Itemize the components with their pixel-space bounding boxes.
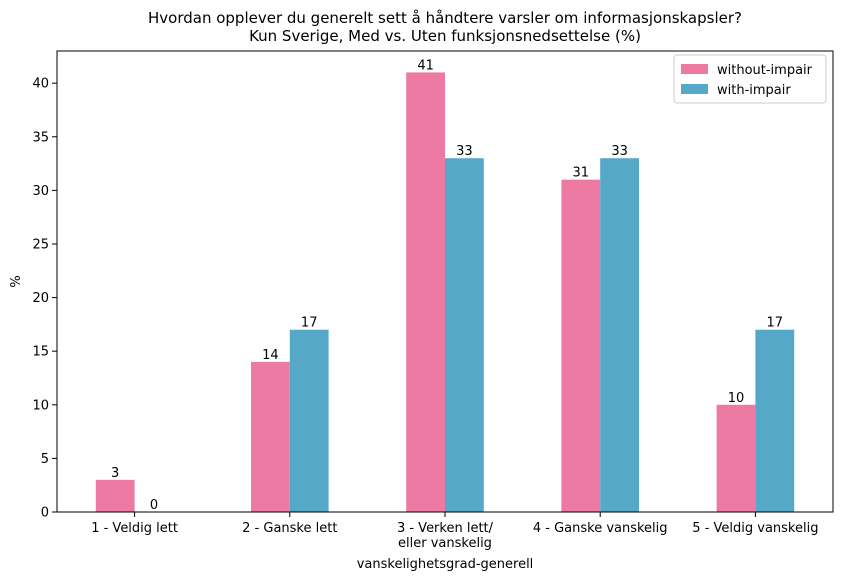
x-tick-label: 3 - Verken lett/ — [397, 521, 494, 536]
bar-value-label: 41 — [417, 58, 434, 73]
bar-without-impair — [251, 361, 290, 512]
bar-value-label: 33 — [611, 144, 628, 159]
y-axis-label: % — [9, 275, 24, 287]
chart-title-line: Kun Sverige, Med vs. Uten funksjonsnedse… — [249, 27, 641, 45]
y-tick-label: 10 — [32, 398, 49, 413]
y-tick-label: 25 — [32, 237, 49, 252]
legend-swatch-with-impair — [681, 84, 708, 94]
bar-value-label: 14 — [262, 348, 279, 363]
y-tick-label: 30 — [32, 184, 49, 199]
bar-value-label: 31 — [573, 166, 590, 181]
legend-label: with-impair — [717, 83, 791, 98]
bar-value-label: 0 — [150, 498, 158, 513]
bar-value-label: 17 — [767, 316, 784, 331]
y-tick-label: 20 — [32, 291, 49, 306]
y-axis: 0 5 10 15 20 25 30 35 40 — [32, 77, 57, 521]
legend-label: without-impair — [717, 63, 813, 78]
bar-without-impair — [716, 404, 756, 512]
x-tick-label: 2 - Ganske lett — [242, 521, 337, 536]
bar-without-impair — [406, 72, 445, 512]
legend-swatch-without-impair — [681, 64, 708, 74]
bar-without-impair — [561, 179, 601, 512]
x-tick-label: 4 - Ganske vanskelig — [533, 521, 668, 536]
legend: without-impair with-impair — [673, 54, 827, 104]
bar-with-impair — [289, 329, 329, 512]
y-tick-label: 5 — [41, 452, 49, 467]
y-tick-label: 35 — [32, 130, 49, 145]
bar-without-impair — [95, 479, 135, 512]
y-tick-label: 15 — [32, 345, 49, 360]
x-tick-label: 5 - Veldig vanskelig — [692, 521, 818, 536]
x-tick-label: 1 - Veldig lett — [91, 521, 178, 536]
bar-value-label: 17 — [301, 316, 318, 331]
bar-value-label: 10 — [728, 391, 745, 406]
bars — [95, 72, 795, 513]
chart-title-line: Hvordan opplever du generelt sett å hånd… — [148, 9, 742, 27]
x-axis: 1 - Veldig lett 2 - Ganske lett 3 - Verken… — [91, 512, 818, 551]
chart-title: Hvordan opplever du generelt sett å hånd… — [148, 9, 742, 45]
bar-value-label: 3 — [111, 466, 119, 481]
bar-with-impair — [600, 158, 639, 513]
y-tick-label: 0 — [41, 506, 49, 521]
legend-box — [673, 54, 827, 104]
bar-with-impair — [445, 158, 484, 513]
x-axis-label: vanskelighetsgrad-generell — [357, 557, 534, 572]
y-tick-label: 40 — [32, 77, 49, 92]
bar-value-label: 33 — [456, 144, 473, 159]
bar-value-labels: 3 0 14 17 41 33 31 33 10 17 — [111, 58, 783, 513]
bar-with-impair — [755, 329, 795, 512]
x-tick-label: eller vanskelig — [398, 536, 492, 551]
